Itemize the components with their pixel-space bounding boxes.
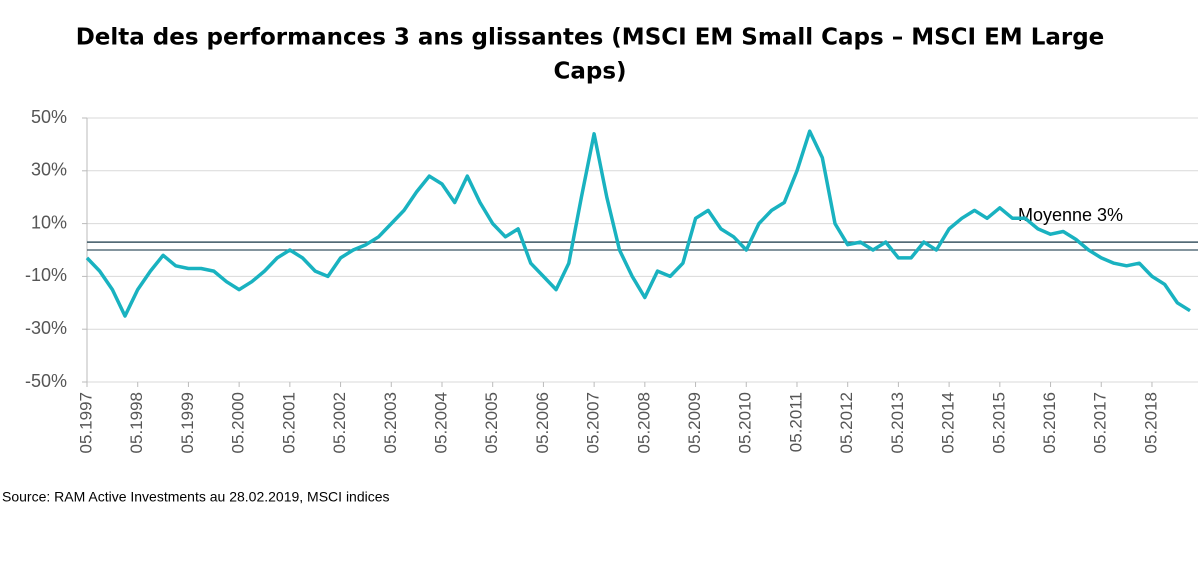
x-tick-label: 05.1997 (76, 392, 95, 453)
x-tick-label: 05.2010 (736, 392, 755, 453)
y-tick-label: 30% (31, 160, 67, 180)
chart-title: Delta des performances 3 ans glissantes … (76, 25, 1105, 51)
x-tick-label: 05.2005 (482, 392, 501, 453)
x-tick-label: 05.2017 (1091, 392, 1110, 453)
y-tick-label: 10% (31, 212, 67, 232)
y-tick-label: -10% (25, 265, 67, 285)
y-tick-label: -30% (25, 318, 67, 338)
x-tick-label: 05.2002 (330, 392, 349, 453)
y-tick-label: 50% (31, 107, 67, 127)
data-line (85, 129, 1191, 318)
chart-title: Caps) (553, 59, 626, 85)
x-tick-label: 05.2001 (279, 392, 298, 453)
x-tick-label: 05.2003 (381, 392, 400, 453)
x-tick-label: 05.1999 (178, 392, 197, 453)
x-tick-label: 05.2008 (634, 392, 653, 453)
x-tick-label: 05.2004 (431, 392, 450, 453)
source-note: Source: RAM Active Investments au 28.02.… (2, 489, 390, 505)
x-tick-label: 05.2000 (229, 392, 248, 453)
x-tick-label: 05.2007 (584, 392, 603, 453)
x-tick-label: 05.2013 (888, 392, 907, 453)
x-tick-label: 05.2012 (837, 392, 856, 453)
x-tick-label: 05.2009 (685, 392, 704, 453)
x-tick-label: 05.2006 (533, 392, 552, 453)
x-tick-label: 05.2011 (786, 392, 805, 452)
y-tick-label: -50% (25, 371, 67, 391)
mean-label: Moyenne 3% (1018, 205, 1123, 225)
x-tick-label: 05.1998 (127, 392, 146, 453)
x-tick-label: 05.2015 (989, 392, 1008, 453)
x-tick-label: 05.2016 (1040, 392, 1059, 453)
x-tick-label: 05.2018 (1141, 392, 1160, 453)
x-tick-label: 05.2014 (939, 392, 958, 453)
